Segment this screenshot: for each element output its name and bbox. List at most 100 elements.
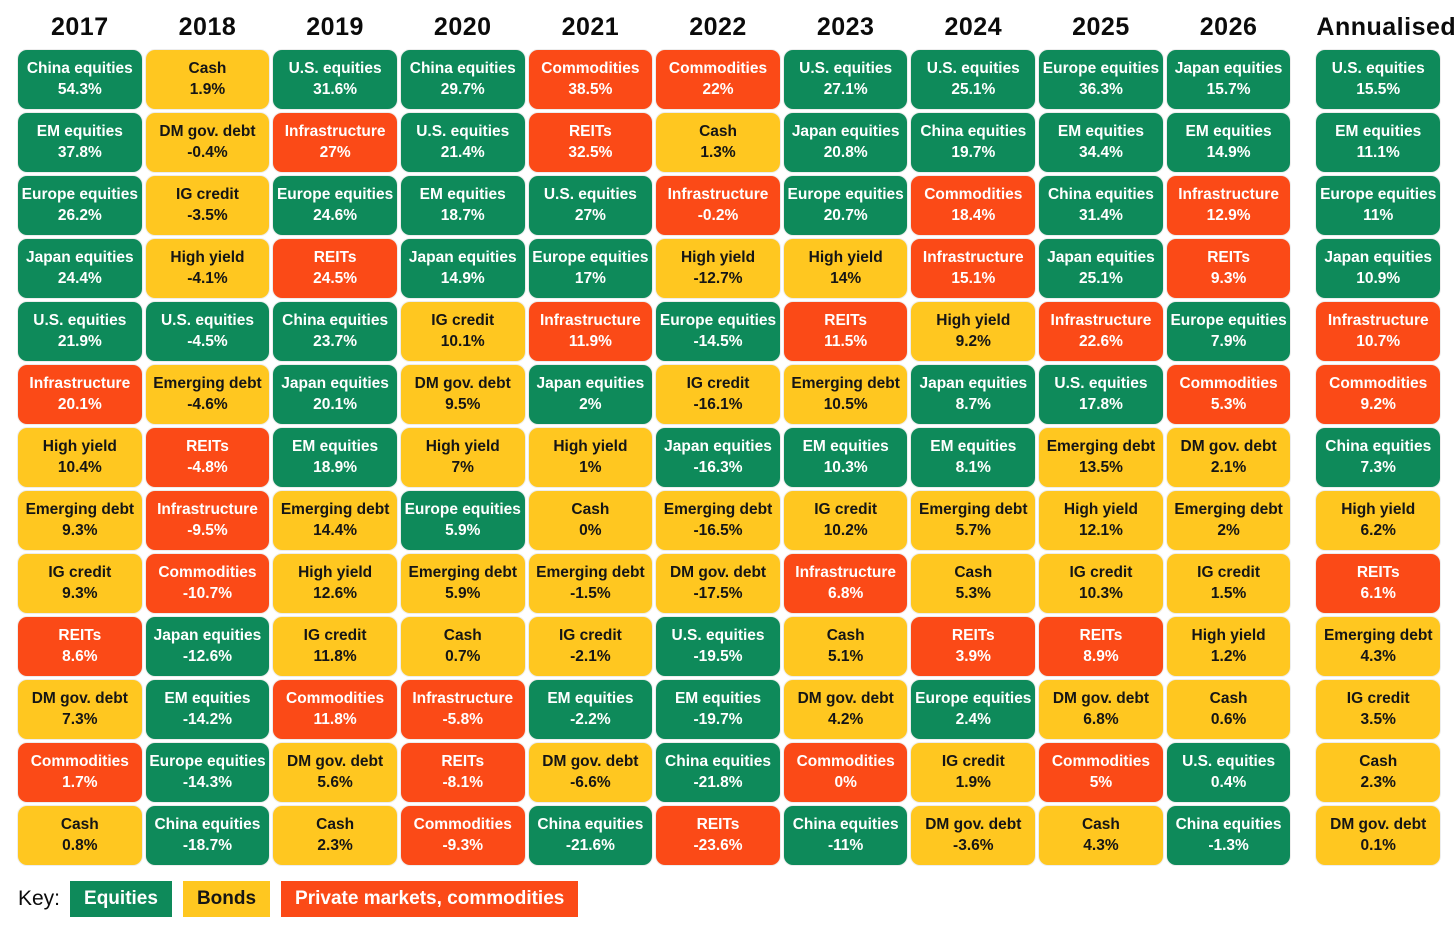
asset-return: -2.2% bbox=[570, 710, 611, 728]
asset-cell: Commodities 18.4% bbox=[911, 176, 1036, 235]
asset-return: -3.5% bbox=[187, 206, 228, 224]
asset-name: Infrastructure bbox=[667, 186, 769, 204]
asset-cell: Japan equities 2% bbox=[528, 365, 653, 424]
asset-return: 6.8% bbox=[827, 584, 864, 602]
asset-cell: China equities -18.7% bbox=[145, 806, 270, 865]
asset-name: DM gov. debt bbox=[159, 123, 256, 141]
asset-name: Infrastructure bbox=[157, 501, 258, 519]
asset-cell: EM equities 18.9% bbox=[273, 428, 397, 487]
asset-name: High yield bbox=[808, 249, 883, 267]
asset-return: 20.1% bbox=[57, 395, 102, 413]
asset-cell: Cash 0.7% bbox=[400, 617, 525, 676]
asset-cell: Europe equities 5.9% bbox=[400, 491, 525, 550]
asset-name: Cash bbox=[316, 816, 355, 834]
asset-cell: Cash 5.3% bbox=[911, 554, 1036, 613]
asset-name: China equities bbox=[409, 60, 516, 78]
asset-cell: Infrastructure 6.8% bbox=[783, 554, 908, 613]
asset-return: 29.7% bbox=[440, 80, 485, 98]
asset-cell: REITs -4.8% bbox=[145, 428, 270, 487]
asset-cell: Europe equities 7.9% bbox=[1166, 302, 1291, 361]
asset-cell: EM equities 34.4% bbox=[1039, 113, 1163, 172]
asset-name: U.S. equities bbox=[543, 186, 637, 204]
asset-return: 25.1% bbox=[1078, 269, 1123, 287]
asset-name: REITs bbox=[568, 123, 612, 141]
asset-name: DM gov. debt bbox=[797, 690, 894, 708]
asset-cell: U.S. equities 27% bbox=[528, 176, 653, 235]
asset-cell: Emerging debt 10.5% bbox=[783, 365, 908, 424]
asset-return: 6.8% bbox=[1083, 710, 1119, 728]
asset-name: Cash bbox=[954, 564, 993, 582]
asset-return: 1.9% bbox=[189, 80, 226, 98]
asset-return: 5.7% bbox=[955, 521, 991, 539]
asset-name: Europe equities bbox=[787, 186, 904, 204]
asset-return: -14.3% bbox=[182, 773, 233, 791]
asset-cell: China equities -21.8% bbox=[656, 743, 780, 802]
asset-cell: Infrastructure 22.6% bbox=[1039, 302, 1163, 361]
asset-cell: IG credit 10.3% bbox=[1039, 554, 1163, 613]
asset-name: Infrastructure bbox=[795, 564, 897, 582]
asset-cell: IG credit 3.5% bbox=[1316, 680, 1441, 739]
asset-cell: U.S. equities 27.1% bbox=[783, 50, 908, 109]
asset-return: 2% bbox=[579, 395, 602, 413]
asset-return: 1.5% bbox=[1210, 584, 1247, 602]
asset-cell: Commodities 38.5% bbox=[528, 50, 653, 109]
asset-name: Cash bbox=[188, 60, 227, 78]
column-header-2019: 2019 bbox=[306, 13, 364, 41]
returns-grid: 2017 China equities 54.3% EM equities 37.8% E… bbox=[18, 10, 1456, 865]
asset-return: 8.9% bbox=[1083, 647, 1119, 665]
asset-return: 0.6% bbox=[1210, 710, 1247, 728]
asset-name: Infrastructure bbox=[412, 690, 514, 708]
asset-return: 10.7% bbox=[1356, 332, 1401, 350]
asset-cell: Europe equities 20.7% bbox=[783, 176, 908, 235]
asset-cell: Commodities 1.7% bbox=[18, 743, 142, 802]
asset-name: China equities bbox=[1175, 816, 1282, 834]
asset-return: 9.3% bbox=[1210, 269, 1247, 287]
asset-return: 27% bbox=[319, 143, 351, 161]
asset-name: IG credit bbox=[558, 627, 622, 645]
asset-return: -9.3% bbox=[442, 836, 483, 854]
asset-cell: DM gov. debt -17.5% bbox=[656, 554, 780, 613]
column-2021: 2021 Commodities 38.5% REITs 32.5% U.S. equit… bbox=[528, 10, 653, 865]
asset-cell: IG credit -16.1% bbox=[656, 365, 780, 424]
asset-name: Infrastructure bbox=[922, 249, 1024, 267]
asset-cell: REITs 11.5% bbox=[783, 302, 908, 361]
asset-return: 2.3% bbox=[317, 836, 353, 854]
asset-name: REITs bbox=[1079, 627, 1123, 645]
asset-return: 10.9% bbox=[1356, 269, 1401, 287]
asset-name: REITs bbox=[186, 438, 229, 456]
asset-return: 5.6% bbox=[317, 773, 353, 791]
asset-return: 4.3% bbox=[1360, 647, 1396, 665]
asset-return: -14.2% bbox=[182, 710, 233, 728]
asset-cell: EM equities -14.2% bbox=[145, 680, 270, 739]
asset-cell: Europe equities 17% bbox=[528, 239, 653, 298]
asset-name: U.S. equities bbox=[1182, 753, 1276, 771]
asset-cell: Cash 1.3% bbox=[656, 113, 780, 172]
asset-return: 18.7% bbox=[440, 206, 485, 224]
asset-name: Cash bbox=[826, 627, 865, 645]
asset-name: U.S. equities bbox=[288, 60, 382, 78]
asset-name: IG credit bbox=[686, 375, 750, 393]
asset-return: 8.7% bbox=[955, 395, 991, 413]
asset-name: Cash bbox=[60, 816, 99, 834]
asset-cell: Europe equities -14.3% bbox=[145, 743, 270, 802]
asset-cell: High yield 14% bbox=[783, 239, 908, 298]
asset-return: 19.7% bbox=[951, 143, 996, 161]
asset-cell: Infrastructure 11.9% bbox=[528, 302, 653, 361]
asset-cell: High yield 9.2% bbox=[911, 302, 1036, 361]
asset-name: EM equities bbox=[1057, 123, 1145, 141]
asset-name: IG credit bbox=[176, 186, 239, 204]
asset-return: 5.9% bbox=[445, 521, 481, 539]
asset-cell: IG credit -3.5% bbox=[145, 176, 270, 235]
asset-name: Japan equities bbox=[664, 438, 772, 456]
asset-cell: Infrastructure 12.9% bbox=[1166, 176, 1291, 235]
asset-return: -16.3% bbox=[693, 458, 743, 476]
asset-name: High yield bbox=[1191, 627, 1266, 645]
asset-cell: Japan equities -16.3% bbox=[656, 428, 780, 487]
asset-return: 6.1% bbox=[1360, 584, 1396, 602]
asset-name: Europe equities bbox=[149, 753, 266, 771]
asset-return: -1.5% bbox=[570, 584, 611, 602]
asset-name: Infrastructure bbox=[539, 312, 641, 330]
asset-cell: U.S. equities 31.6% bbox=[273, 50, 397, 109]
asset-name: Europe equities bbox=[1320, 186, 1437, 204]
asset-name: Europe equities bbox=[532, 249, 649, 267]
